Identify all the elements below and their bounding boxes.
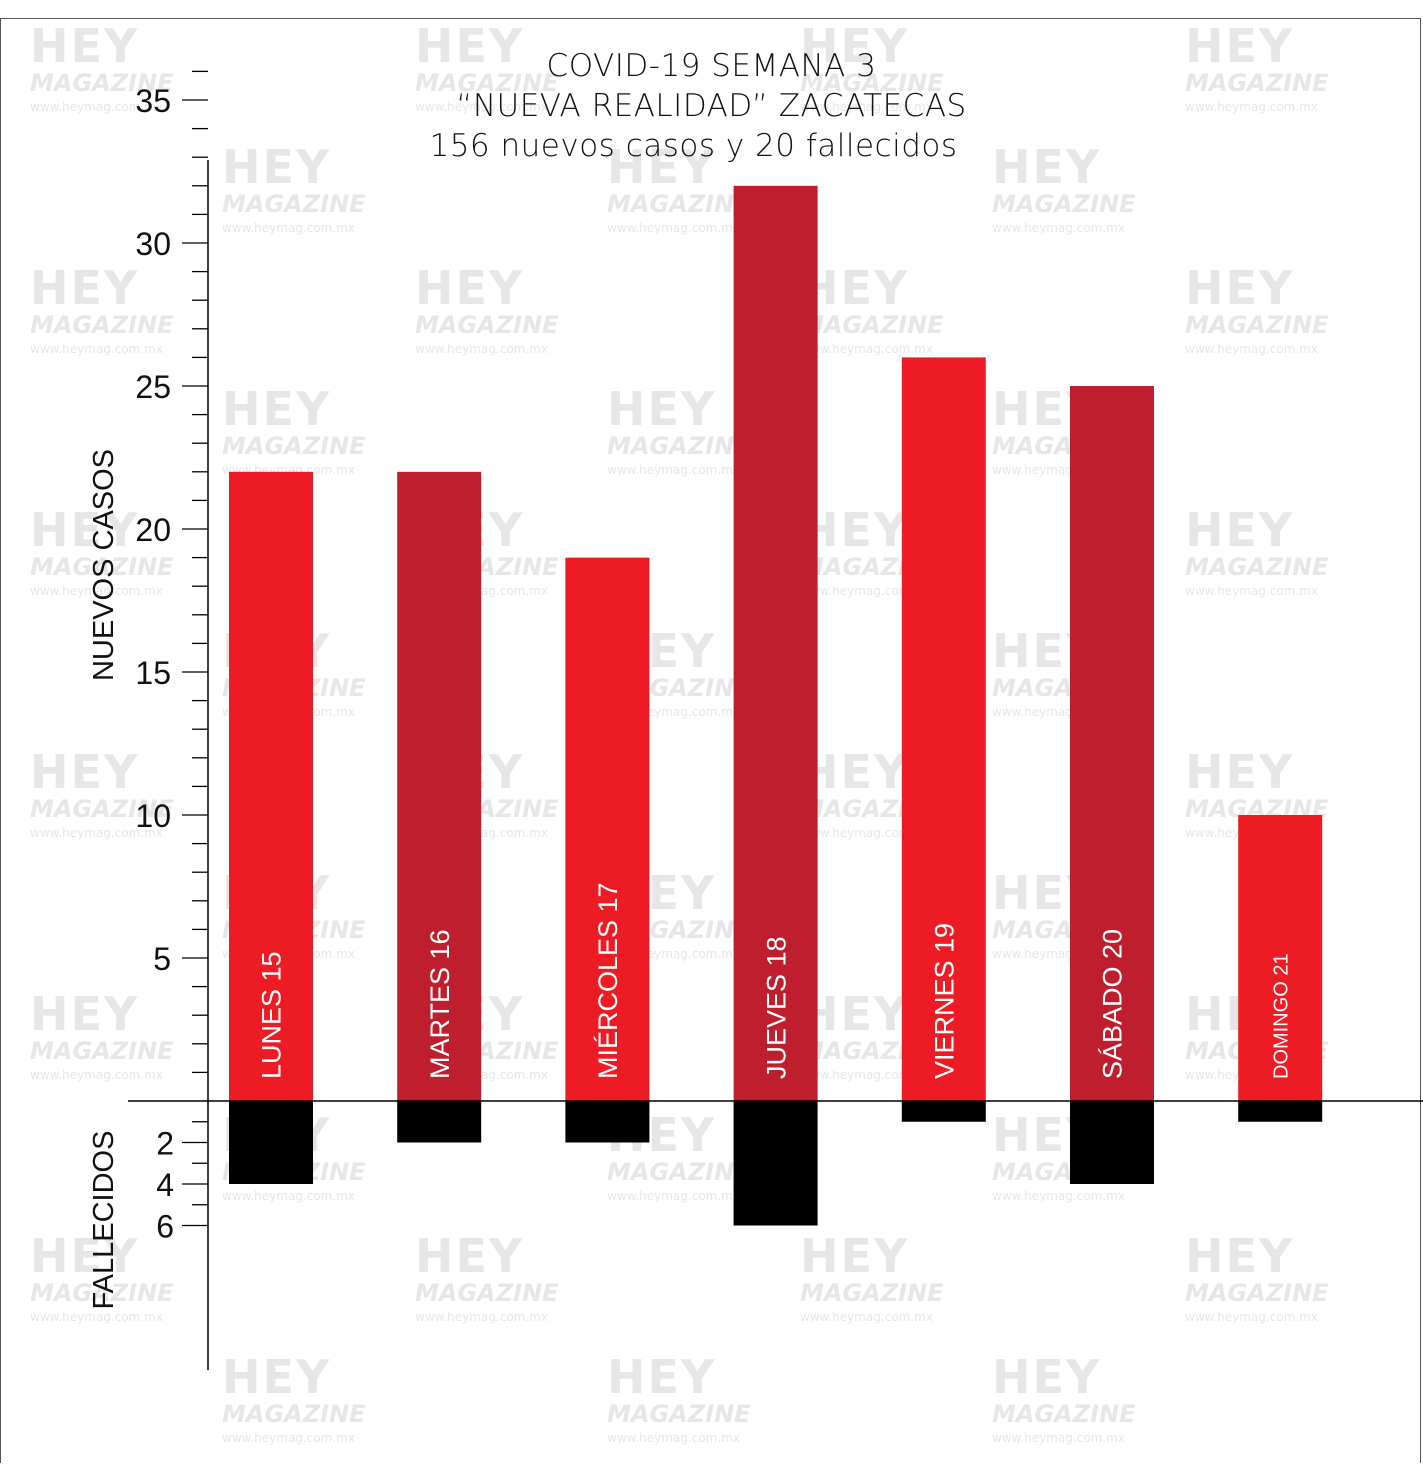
y-tick-label: 10	[135, 798, 171, 834]
case-bar	[1070, 386, 1154, 1101]
chart-frame	[0, 18, 1421, 1463]
death-bar	[1070, 1101, 1154, 1184]
death-bar	[397, 1101, 482, 1143]
case-bar	[229, 471, 313, 1101]
y-axis-label-deaths: FALLECIDOS	[88, 1131, 120, 1310]
category-label: MIÉRCOLES 17	[593, 882, 623, 1079]
y-tick-label: 25	[135, 369, 171, 405]
y-tick-label: 6	[156, 1209, 174, 1245]
category-label: MARTES 16	[425, 929, 455, 1079]
case-bar	[397, 471, 482, 1101]
y-tick-label: 2	[156, 1126, 174, 1162]
category-label: VIERNES 19	[930, 923, 960, 1079]
death-bar	[733, 1101, 818, 1226]
case-bar	[565, 557, 650, 1101]
death-bar	[565, 1101, 650, 1143]
death-bar	[901, 1101, 986, 1122]
category-label: DOMINGO 21	[1270, 953, 1292, 1079]
y-axis-label-cases: NUEVOS CASOS	[88, 449, 120, 681]
y-tick-label: 20	[135, 512, 171, 548]
case-bar	[901, 357, 986, 1101]
y-tick-label: 4	[156, 1167, 174, 1203]
category-label: SÁBADO 20	[1098, 929, 1128, 1079]
case-bar	[733, 185, 818, 1102]
chart-subtitle: “NUEVA REALIDAD” ZACATECAS	[456, 88, 967, 124]
category-label: LUNES 15	[257, 951, 287, 1079]
chart-title: COVID-19 SEMANA 3	[546, 48, 877, 84]
y-tick-label: 15	[135, 655, 171, 691]
y-tick-label: 30	[135, 226, 171, 262]
y-tick-label: 35	[135, 83, 171, 119]
category-label: JUEVES 18	[761, 936, 791, 1079]
case-bar	[1238, 815, 1323, 1101]
death-bar	[1238, 1101, 1323, 1122]
chart-summary: 156 nuevos casos y 20 fallecidos	[429, 128, 958, 164]
y-tick-label: 5	[153, 941, 171, 977]
death-bar	[229, 1101, 313, 1184]
